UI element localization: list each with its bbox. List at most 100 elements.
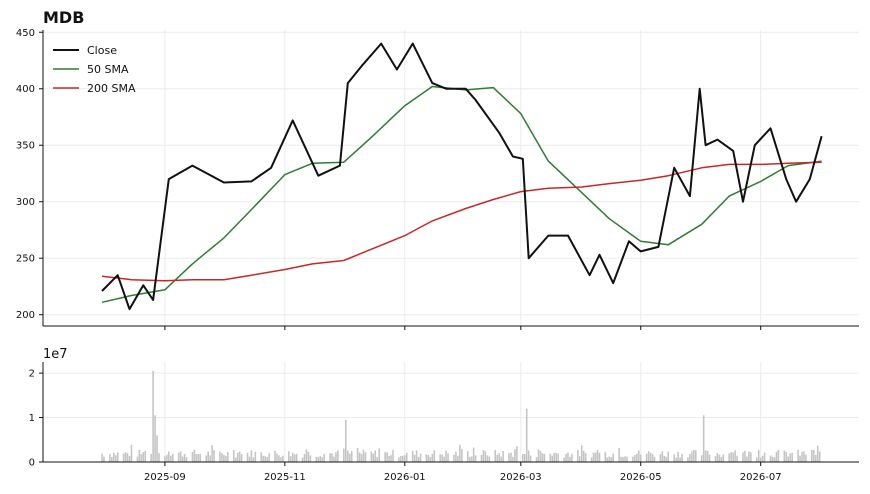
volume-bar bbox=[179, 451, 182, 462]
volume-bar bbox=[445, 450, 447, 462]
price-lines bbox=[101, 42, 823, 311]
volume-bar bbox=[101, 453, 103, 462]
volume-bar bbox=[254, 451, 257, 462]
volume-bar bbox=[529, 455, 532, 462]
volume-bar bbox=[138, 449, 141, 462]
volume-bar bbox=[199, 453, 202, 462]
volume-bar bbox=[144, 450, 147, 462]
volume-bar bbox=[219, 451, 221, 462]
volume-bar bbox=[370, 451, 373, 462]
volume-bar bbox=[303, 453, 306, 462]
price-ytick-label: 350 bbox=[16, 141, 35, 152]
volume-bar bbox=[665, 456, 668, 462]
volume-bar bbox=[386, 452, 388, 462]
volume-bar bbox=[252, 457, 255, 462]
volume-bar bbox=[191, 452, 194, 462]
volume-bar bbox=[356, 447, 359, 462]
legend[interactable]: Close 50 SMA 200 SMA bbox=[53, 44, 136, 95]
volume-bar bbox=[197, 454, 200, 462]
volume-bar bbox=[718, 454, 721, 462]
volume-bar bbox=[225, 455, 227, 462]
volume-bar bbox=[168, 451, 170, 462]
volume-bar bbox=[384, 452, 386, 462]
volume-bar bbox=[689, 454, 691, 462]
volume-bar bbox=[582, 450, 585, 462]
volume-bar bbox=[693, 449, 695, 462]
volume-bar bbox=[128, 456, 131, 462]
volume-bar bbox=[293, 454, 296, 462]
volume-bar bbox=[773, 457, 776, 462]
volume-bar bbox=[502, 450, 504, 462]
volume-bar bbox=[746, 456, 748, 462]
price-ytick-label: 300 bbox=[16, 197, 35, 208]
volume-bar bbox=[637, 450, 640, 462]
x-tick-label: 2026-01 bbox=[384, 472, 426, 483]
volume-bar bbox=[516, 446, 518, 462]
volume-bar bbox=[730, 452, 732, 462]
volume-bar bbox=[775, 451, 778, 462]
price-grid bbox=[43, 30, 859, 326]
volume-bars bbox=[101, 370, 821, 462]
volume-bar bbox=[687, 457, 689, 462]
volume-bar bbox=[116, 452, 119, 462]
volume-bar bbox=[447, 453, 449, 462]
volume-bar bbox=[612, 453, 615, 462]
volume-bar bbox=[551, 455, 554, 462]
volume-bar bbox=[681, 454, 683, 462]
volume-bar bbox=[580, 445, 583, 462]
volume-bar bbox=[431, 453, 434, 462]
volume-bar bbox=[315, 456, 318, 462]
volume-bar bbox=[427, 454, 430, 462]
x-tick-label: 2026-03 bbox=[500, 472, 542, 483]
volume-bar bbox=[170, 455, 172, 462]
volume-bar bbox=[565, 453, 567, 462]
volume-bar bbox=[691, 451, 693, 462]
volume-bar bbox=[260, 452, 263, 462]
volume-bar bbox=[402, 455, 404, 462]
volume-bar bbox=[348, 453, 351, 462]
volume-bar bbox=[400, 456, 402, 462]
volume-bar bbox=[122, 453, 125, 462]
volume-bar bbox=[569, 456, 571, 462]
volume-bar bbox=[166, 454, 168, 462]
volume-bar bbox=[457, 455, 459, 462]
volume-bar bbox=[466, 451, 469, 462]
volume-bar bbox=[769, 455, 772, 462]
volume-bar bbox=[525, 408, 528, 462]
volume-bar bbox=[282, 455, 284, 462]
volume-bar bbox=[543, 453, 546, 462]
volume-bar bbox=[211, 445, 213, 462]
volume-bar bbox=[480, 454, 483, 462]
volume-bar bbox=[250, 450, 253, 462]
volume-bar bbox=[150, 453, 152, 462]
x-tick-label: 2025-11 bbox=[264, 472, 306, 483]
volume-bar bbox=[659, 454, 662, 462]
volume-ytick-label: 1 bbox=[29, 413, 35, 424]
volume-bar bbox=[364, 452, 367, 462]
volume-bar bbox=[728, 453, 731, 462]
volume-bar bbox=[482, 450, 485, 462]
volume-bar bbox=[390, 455, 392, 462]
volume-bar bbox=[388, 455, 390, 462]
volume-bar bbox=[474, 455, 477, 462]
volume-bar bbox=[484, 451, 487, 462]
volume-bar bbox=[695, 450, 697, 462]
volume-bar bbox=[213, 450, 215, 462]
volume-bar bbox=[486, 455, 489, 462]
volume-bar bbox=[329, 453, 331, 462]
volume-bar bbox=[443, 456, 445, 462]
volume-bar bbox=[571, 454, 573, 462]
volume-bar bbox=[415, 450, 418, 462]
volume-bar bbox=[185, 457, 188, 462]
volume-bar bbox=[620, 456, 622, 462]
volume-grid bbox=[43, 362, 859, 463]
volume-bar bbox=[417, 456, 420, 462]
volume-bar bbox=[734, 450, 736, 462]
volume-bar bbox=[716, 452, 719, 462]
volume-bar bbox=[759, 457, 762, 462]
volume-bar bbox=[124, 452, 127, 462]
legend-label: Close bbox=[87, 44, 117, 57]
volume-bar bbox=[763, 452, 766, 462]
volume-bar bbox=[667, 451, 670, 462]
